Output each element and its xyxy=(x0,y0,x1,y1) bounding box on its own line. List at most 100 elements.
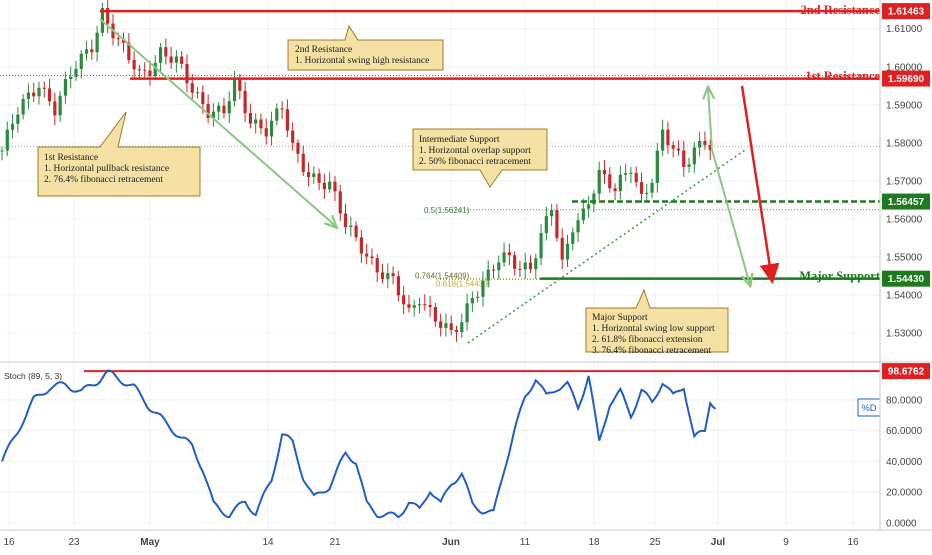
candle-body xyxy=(254,119,258,124)
candle-body xyxy=(592,193,596,205)
candle-body xyxy=(343,213,348,228)
candle-body xyxy=(444,323,448,328)
x-tick-label: 21 xyxy=(329,537,341,548)
x-tick-label: 23 xyxy=(68,537,80,548)
candle-body xyxy=(90,49,94,53)
candle-body xyxy=(164,47,168,57)
candle-body xyxy=(618,174,622,192)
candle-body xyxy=(280,108,284,110)
candle-body xyxy=(349,225,353,228)
candle-body xyxy=(476,296,480,298)
candle-body xyxy=(481,280,485,297)
rising-dotted-trendline xyxy=(467,149,746,344)
y-tick-label: 1.59000 xyxy=(886,100,923,111)
candle-body xyxy=(608,174,612,189)
candle-body xyxy=(333,181,337,192)
candle-body xyxy=(407,304,411,308)
candle-body xyxy=(16,114,20,124)
candle-body xyxy=(676,148,681,151)
candle-body xyxy=(698,140,702,148)
candle-body xyxy=(306,172,311,177)
candle-body xyxy=(180,56,184,64)
candle-body xyxy=(116,38,120,40)
candle-body xyxy=(359,237,363,254)
candle-body xyxy=(692,147,696,165)
candle-body xyxy=(465,303,469,323)
candle-body xyxy=(550,210,554,217)
candle-body xyxy=(47,88,52,102)
candle-body xyxy=(513,255,517,269)
downtrend-line xyxy=(99,18,331,222)
stochastic-series-name: %D xyxy=(861,403,876,414)
candle-body xyxy=(328,181,332,190)
candle-body xyxy=(106,8,110,24)
candle-body xyxy=(571,232,575,244)
candle-body xyxy=(169,56,173,63)
candle-body xyxy=(121,39,126,43)
candle-body xyxy=(460,322,464,332)
candle-body xyxy=(174,56,179,63)
candle-body xyxy=(153,62,157,77)
candle-body xyxy=(534,258,538,270)
x-tick-label: Jul xyxy=(711,537,726,548)
candle-body xyxy=(21,98,25,115)
candle-body xyxy=(613,188,617,192)
candle-body xyxy=(269,120,274,137)
candle-body xyxy=(259,119,263,129)
candle-body xyxy=(703,140,707,146)
candle-body xyxy=(486,269,490,281)
price-badge xyxy=(882,70,930,87)
candle-body xyxy=(597,169,601,194)
candle-body xyxy=(391,273,395,277)
candle-body xyxy=(639,182,644,194)
candle-body xyxy=(565,243,570,260)
candle-body xyxy=(539,233,543,259)
candle-body xyxy=(402,295,406,305)
candle-body xyxy=(132,59,136,70)
candle-body xyxy=(312,173,316,177)
candle-body xyxy=(338,191,342,214)
candle-body xyxy=(275,108,279,121)
candle-body xyxy=(185,63,189,84)
candle-body xyxy=(63,79,68,96)
candle-body xyxy=(53,101,57,116)
candle-body xyxy=(84,49,89,54)
candle-body xyxy=(201,92,205,105)
annotation-major-support-line-1: 1. Horizontal swing low support xyxy=(592,324,715,334)
candle-body xyxy=(629,172,633,174)
annotation-major-support-title: Major Support xyxy=(592,313,648,323)
candle-body xyxy=(666,129,670,146)
label-major-support: Major Support xyxy=(799,269,881,283)
candle-body xyxy=(497,262,501,271)
x-tick-label: 16 xyxy=(3,537,15,548)
candle-body xyxy=(317,173,321,183)
candle-body xyxy=(396,276,400,296)
price-badge xyxy=(882,3,930,20)
candle-body xyxy=(454,329,459,332)
fib-level-label: 0.764(1.54409) xyxy=(415,271,470,280)
stochastic-title: Stoch (89, 5, 3) xyxy=(4,371,62,381)
candle-body xyxy=(502,252,506,263)
candle-body xyxy=(232,78,237,102)
annotation-intermediate-support-line-1: 1. Horizontal overlap support xyxy=(419,146,531,156)
annotation-1st-resistance-title: 1st Resistance xyxy=(44,153,98,163)
annotation-major-support-line-3: 3. 76.4% fibonacci retracement xyxy=(592,345,711,356)
candle-body xyxy=(645,192,649,194)
stochastic-axis-labels: 80.0000 60.0000 40.0000 20.0000 0.0000 xyxy=(886,395,923,529)
x-tick-label: 18 xyxy=(588,537,600,548)
candle-body xyxy=(581,208,585,221)
candle-body xyxy=(243,90,247,114)
candle-body xyxy=(375,258,379,273)
price-badges: 1.61463 1.59690 1.56457 1.54430 98.6762 xyxy=(882,3,930,380)
stochastic-level-badge xyxy=(882,363,930,380)
annotation-intermediate-support-title: Intermediate Support xyxy=(419,135,500,145)
candle-body xyxy=(26,92,31,99)
y-tick-label: 1.57000 xyxy=(886,176,923,187)
price-badge xyxy=(882,270,930,287)
candle-body xyxy=(354,225,358,238)
candle-body xyxy=(322,182,326,190)
annotation-1st-resistance-line-2: 2. 76.4% fibonacci retracement xyxy=(44,174,163,185)
candle-body xyxy=(682,150,686,167)
